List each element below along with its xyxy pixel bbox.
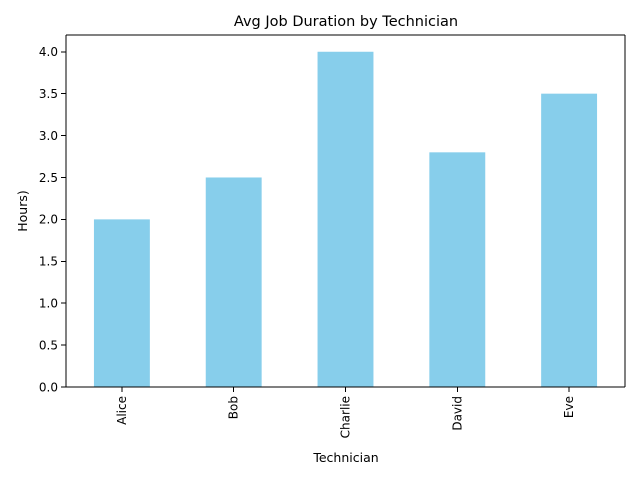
y-tick-label: 0.0 — [39, 380, 58, 394]
y-tick-label: 3.5 — [39, 87, 58, 101]
y-tick-label: 4.0 — [39, 45, 58, 59]
x-tick-label: Bob — [227, 396, 241, 419]
y-tick-label: 1.0 — [39, 296, 58, 310]
chart-title: Avg Job Duration by Technician — [234, 14, 458, 30]
bar-bob — [205, 177, 262, 387]
x-tick-label: Charlie — [339, 396, 353, 438]
y-axis-label: Hours) — [15, 190, 30, 232]
x-tick-label: Eve — [562, 396, 576, 418]
bar-alice — [93, 219, 150, 387]
y-tick-label: 3.0 — [39, 129, 58, 143]
y-tick-label: 0.5 — [39, 338, 58, 352]
bar-charlie — [317, 51, 374, 387]
y-tick-label: 2.5 — [39, 171, 58, 185]
plot-frame — [65, 34, 626, 388]
x-tick-label: David — [450, 396, 464, 431]
x-axis-label: Technician — [312, 450, 378, 465]
y-tick-label: 1.5 — [39, 255, 58, 269]
bar-david — [429, 152, 486, 387]
y-tick-label: 2.0 — [39, 213, 58, 227]
y-axis-ticks: 0.0 0.5 1.0 1.5 2.0 2.5 3.0 3.5 4.0 — [39, 45, 66, 394]
bar-eve — [541, 93, 598, 388]
x-axis-ticks: Alice Bob Charlie David Eve — [115, 387, 576, 438]
x-tick-label: Alice — [115, 396, 129, 425]
bars-group — [93, 51, 598, 388]
